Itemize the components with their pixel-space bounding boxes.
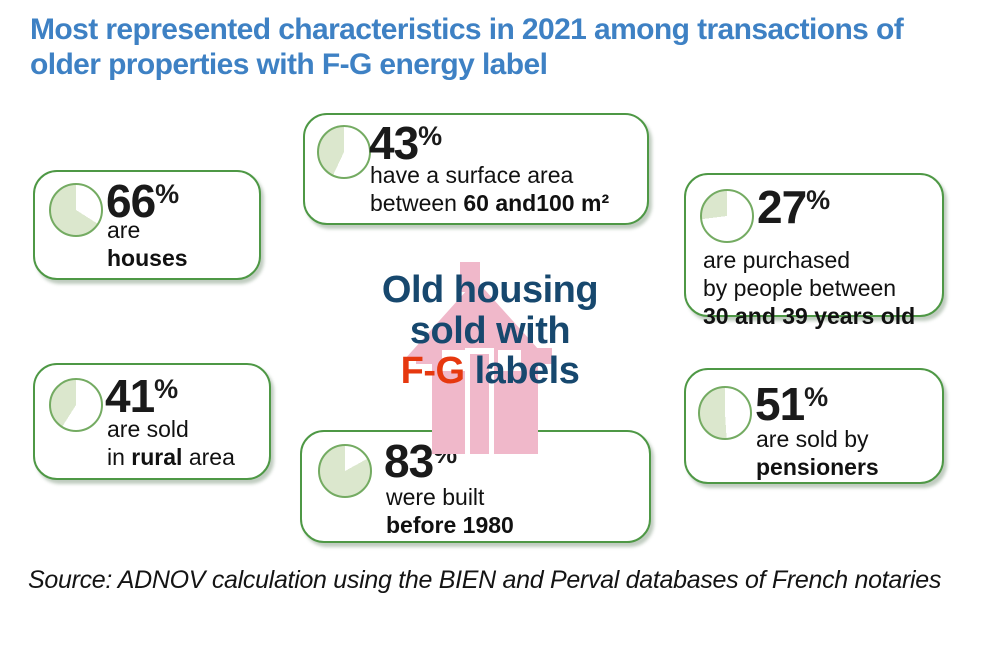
percent-value: 51%: [755, 378, 829, 430]
page-title: Most represented characteristics in 2021…: [30, 12, 980, 83]
stat-label: are houses: [107, 217, 188, 272]
stat-label: are sold by pensioners: [756, 426, 879, 481]
percent-value: 66%: [106, 175, 180, 227]
stat-card-pensioners: 51% are sold by pensioners: [684, 368, 944, 484]
percent-sign: %: [804, 382, 829, 412]
stat-label: were built before 1980: [386, 484, 514, 539]
fg-label-accent: F-G: [400, 350, 465, 393]
stat-label: are purchased by people between 30 and 39 …: [703, 247, 916, 330]
percent-value: 27%: [757, 181, 831, 233]
pie-chart: [318, 444, 372, 498]
pie-chart: [317, 125, 371, 179]
center-caption-line1: Old housing: [381, 269, 599, 311]
center-caption: Old housing sold with F-G labels: [320, 270, 660, 392]
pie-chart: [698, 386, 752, 440]
center-caption-line3: F-G labels: [320, 351, 660, 392]
house-window-right: [498, 350, 521, 371]
page-title-line2: older properties with F-G energy label: [30, 48, 548, 82]
percent-value: 43%: [369, 117, 443, 169]
percent-sign: %: [418, 121, 443, 151]
percent-sign: %: [155, 179, 180, 209]
pie-chart: [49, 183, 103, 237]
percent-value: 41%: [105, 370, 179, 422]
percent-sign: %: [154, 374, 179, 404]
page-title-line1: Most represented characteristics in 2021…: [30, 13, 904, 46]
source-note: Source: ADNOV calculation using the BIEN…: [28, 566, 942, 594]
center-caption-line2: sold with: [409, 309, 571, 352]
pie-chart: [49, 378, 103, 432]
stat-card-houses: 66% are houses: [33, 170, 261, 280]
pie-chart: [700, 189, 754, 243]
stat-label: are sold in rural area: [107, 416, 235, 471]
stat-label: have a surface area between 60 and100 m²: [370, 162, 610, 217]
house-icon: [404, 262, 552, 454]
house-window-left: [442, 350, 465, 371]
stat-card-buyer-age: 27% are purchased by people between 30 and…: [684, 173, 944, 329]
percent-sign: %: [806, 185, 831, 215]
fg-label-rest: labels: [464, 350, 580, 393]
house-door: [470, 354, 489, 454]
stat-card-surface-area: 43% have a surface area between 60 and100…: [303, 113, 649, 225]
stat-card-rural-area: 41% are sold in rural area: [33, 363, 271, 480]
